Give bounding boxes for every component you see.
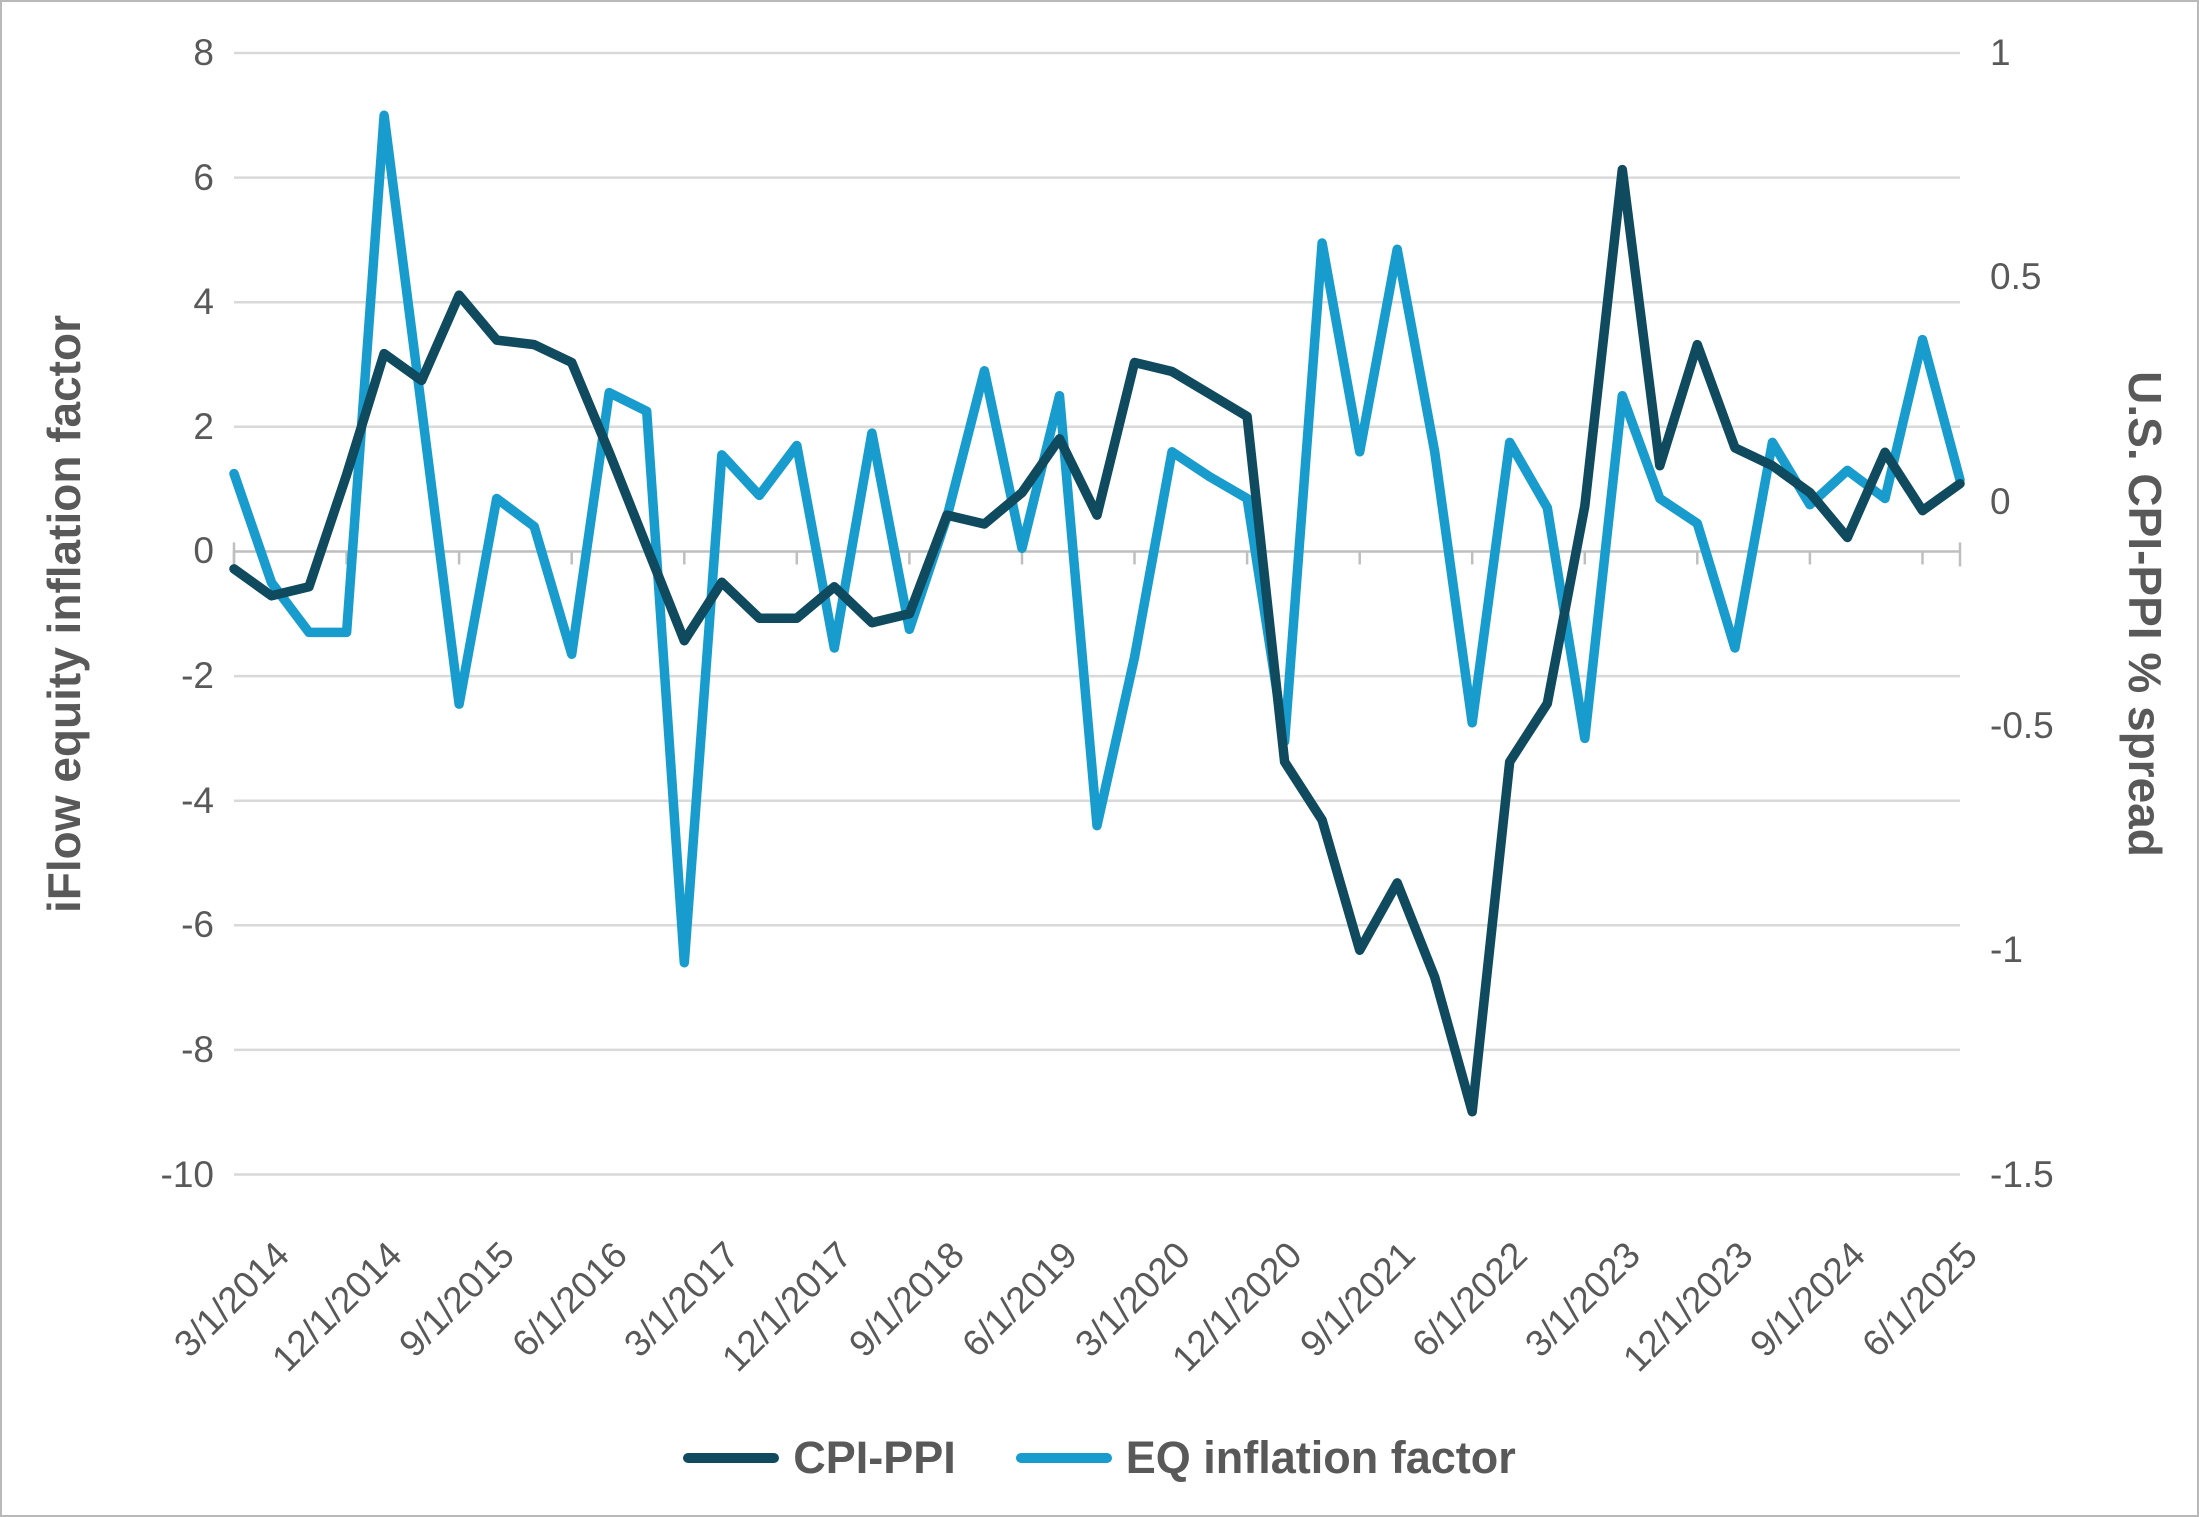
y-left-tick-label: 8: [193, 32, 214, 73]
series-line-cpi-ppi: [229, 164, 1965, 1117]
y-left-tick-label: -10: [160, 1153, 214, 1195]
legend-label-eq-inflation: EQ inflation factor: [1125, 1432, 1516, 1483]
legend-item-cpi-ppi[interactable]: CPI-PPI: [683, 1432, 956, 1484]
y-left-tick-label: 6: [193, 156, 214, 198]
series-line-eq-inflation-factor: [229, 110, 1965, 968]
legend: CPI-PPI EQ inflation factor: [2, 1428, 2197, 1488]
y-left-tick-label: 2: [193, 405, 214, 447]
y-left-tick-label: -6: [181, 904, 214, 946]
y-left-tick-label: 4: [193, 281, 214, 323]
y-left-tick-label: -8: [181, 1028, 214, 1070]
y-left-tick-label: 0: [193, 530, 214, 572]
y-right-tick-label: -1: [1990, 929, 2023, 971]
y-right-tick-label: 1: [1990, 32, 2011, 73]
y-right-tick-label: -0.5: [1990, 704, 2054, 746]
legend-item-eq-inflation[interactable]: EQ inflation factor: [1015, 1432, 1516, 1484]
eq-inflation-line-swatch: [1015, 1453, 1112, 1463]
cpi-ppi-line-swatch: [683, 1453, 780, 1463]
y-axis-left-title: iFlow equity inflation factor: [38, 314, 90, 913]
legend-label-cpi-ppi: CPI-PPI: [793, 1432, 956, 1483]
y-right-tick-label: 0.5: [1990, 256, 2042, 298]
y-right-tick-label: 0: [1990, 480, 2011, 522]
y-left-tick-label: -2: [181, 655, 214, 697]
y-axis-right-title: U.S. CPI-PPI % spread: [2119, 370, 2171, 857]
y-left-tick-label: -4: [181, 779, 214, 821]
y-right-tick-label: -1.5: [1990, 1153, 2054, 1195]
